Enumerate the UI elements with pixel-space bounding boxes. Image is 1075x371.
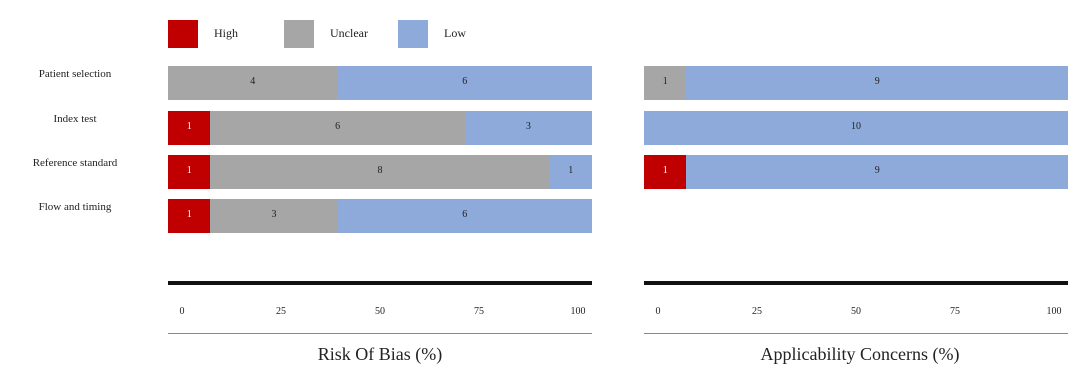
tick-label: 75: [474, 306, 484, 317]
bar-segment-unclear: [210, 199, 338, 233]
data-label: 6: [462, 76, 468, 87]
tick-label: 25: [752, 306, 762, 317]
tick-label: 0: [179, 306, 185, 317]
tick-label: 0: [655, 306, 661, 317]
data-label: 1: [186, 209, 192, 220]
axis-line: [644, 281, 1068, 285]
bar-segment-high: [168, 155, 211, 189]
data-label: 6: [335, 121, 341, 132]
axis-title: Applicability Concerns (%): [760, 344, 960, 364]
row-label: Flow and timing: [38, 201, 112, 213]
bar-segment-unclear: [210, 155, 550, 189]
data-label: 1: [186, 121, 192, 132]
bar-track: 1 8 1: [168, 155, 592, 189]
data-label: 9: [874, 165, 880, 176]
bar-segment-unclear: [644, 66, 687, 100]
tick-label: 100: [570, 306, 586, 317]
bar-segment-low: [686, 155, 1068, 189]
bar-segment-low: [549, 155, 592, 189]
data-label: 4: [250, 76, 256, 87]
data-label: 8: [377, 165, 383, 176]
bar-track: 1 3 6: [168, 199, 592, 233]
bar-segment-low: [644, 111, 1068, 145]
axis-title: Risk Of Bias (%): [317, 344, 443, 364]
data-label: 3: [525, 121, 531, 132]
legend-swatch: [398, 20, 428, 48]
legend-label: High: [214, 26, 238, 40]
bar-segment-high: [644, 155, 687, 189]
axis-baseline: [644, 333, 1068, 334]
legend-label: Low: [444, 26, 466, 40]
data-label: 1: [186, 165, 192, 176]
legend-swatch: [284, 20, 314, 48]
data-label: 3: [271, 209, 277, 220]
row-label: Reference standard: [32, 157, 118, 169]
tick-label: 50: [851, 306, 861, 317]
data-label: 1: [568, 165, 574, 176]
legend-swatch: [168, 20, 198, 48]
legend-label: Unclear: [330, 26, 368, 40]
bar-segment-high: [168, 111, 211, 145]
data-label: 9: [874, 76, 880, 87]
bar-segment-unclear: [210, 111, 465, 145]
tick-label: 25: [276, 306, 286, 317]
tick-label: 100: [1046, 306, 1062, 317]
data-label: 6: [462, 209, 468, 220]
row-label: Patient selection: [38, 68, 112, 80]
data-label: 10: [851, 121, 861, 132]
bar-track: 1 6 3: [168, 111, 592, 145]
bar-track: 10: [644, 111, 1068, 145]
bar-segment-high: [168, 199, 211, 233]
tick-label: 75: [950, 306, 960, 317]
bar-segment-low: [337, 66, 592, 100]
bar-segment-low: [686, 66, 1068, 100]
data-label: 1: [662, 165, 668, 176]
row-label: Index test: [53, 113, 97, 125]
tick-label: 50: [375, 306, 385, 317]
axis-line: [168, 281, 592, 285]
bar-segment-low: [337, 199, 592, 233]
data-label: 1: [662, 76, 668, 87]
axis-baseline: [168, 333, 592, 334]
bar-segment-unclear: [168, 66, 338, 100]
bar-segment-low: [464, 111, 592, 145]
